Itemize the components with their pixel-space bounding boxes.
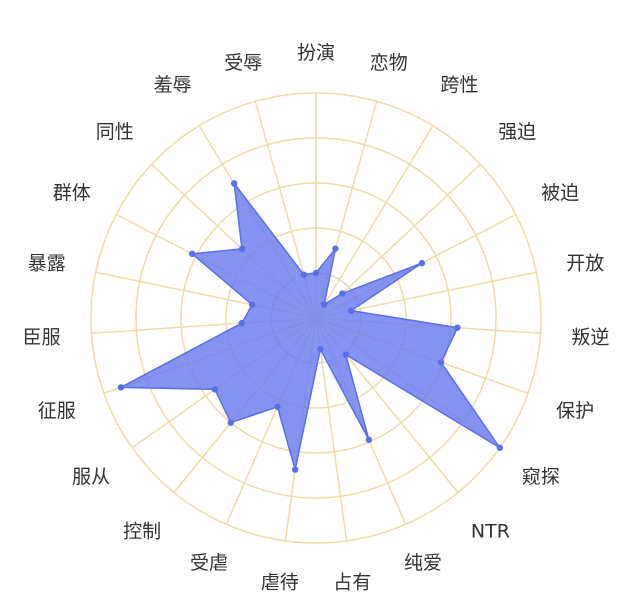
axis-label: 受辱 bbox=[224, 52, 262, 74]
axis-label: 征服 bbox=[38, 400, 76, 422]
data-point-NTR bbox=[342, 351, 350, 358]
data-point-开放 bbox=[348, 307, 355, 314]
axis-label: 保护 bbox=[556, 400, 594, 422]
axis-label: 被迫 bbox=[541, 182, 579, 204]
data-point-暴露 bbox=[248, 301, 256, 308]
data-point-群体 bbox=[188, 250, 196, 258]
data-point-虐待 bbox=[291, 466, 299, 473]
axis-label: 纯爱 bbox=[404, 552, 442, 574]
axis-label: 服从 bbox=[72, 466, 110, 488]
data-point-受虐 bbox=[274, 403, 281, 410]
data-point-窥探 bbox=[496, 444, 504, 451]
series-area bbox=[120, 182, 501, 471]
data-point-强迫 bbox=[339, 290, 346, 297]
data-point-羞辱 bbox=[230, 180, 238, 187]
axis-label: 占有 bbox=[333, 572, 371, 594]
radar-series bbox=[117, 180, 504, 473]
data-point-同性 bbox=[238, 245, 246, 253]
grid-spoke bbox=[315, 125, 434, 319]
axis-label: 恋物 bbox=[370, 52, 408, 74]
axis-label: 受虐 bbox=[190, 552, 228, 574]
data-point-恋物 bbox=[332, 245, 339, 252]
data-point-臣服 bbox=[238, 319, 246, 327]
data-point-控制 bbox=[227, 419, 235, 426]
data-point-扮演 bbox=[312, 269, 320, 277]
data-point-征服 bbox=[117, 384, 125, 391]
axis-label: 同性 bbox=[96, 121, 134, 143]
axis-label: NTR bbox=[471, 521, 510, 543]
axis-label: 强迫 bbox=[498, 121, 536, 143]
data-point-受辱 bbox=[300, 271, 308, 278]
axis-label: 叛逆 bbox=[571, 327, 609, 349]
data-point-被迫 bbox=[418, 259, 426, 267]
data-point-服从 bbox=[211, 386, 219, 393]
data-point-跨性 bbox=[320, 301, 328, 308]
axis-label: 开放 bbox=[566, 252, 604, 274]
axis-label: 窥探 bbox=[522, 466, 560, 488]
data-point-叛逆 bbox=[454, 324, 461, 331]
axis-label: 暴露 bbox=[28, 252, 66, 274]
axis-label: 虐待 bbox=[261, 572, 299, 594]
axis-label: 扮演 bbox=[297, 42, 335, 64]
axis-label: 控制 bbox=[123, 521, 161, 543]
axis-label: 羞辱 bbox=[154, 74, 192, 96]
data-point-占有 bbox=[317, 346, 324, 353]
axis-label: 跨性 bbox=[440, 74, 478, 96]
grid-spoke bbox=[315, 317, 348, 542]
data-point-保护 bbox=[437, 359, 445, 366]
data-point-纯爱 bbox=[365, 436, 373, 443]
axis-label: 群体 bbox=[53, 182, 91, 204]
axis-label: 臣服 bbox=[23, 327, 61, 349]
